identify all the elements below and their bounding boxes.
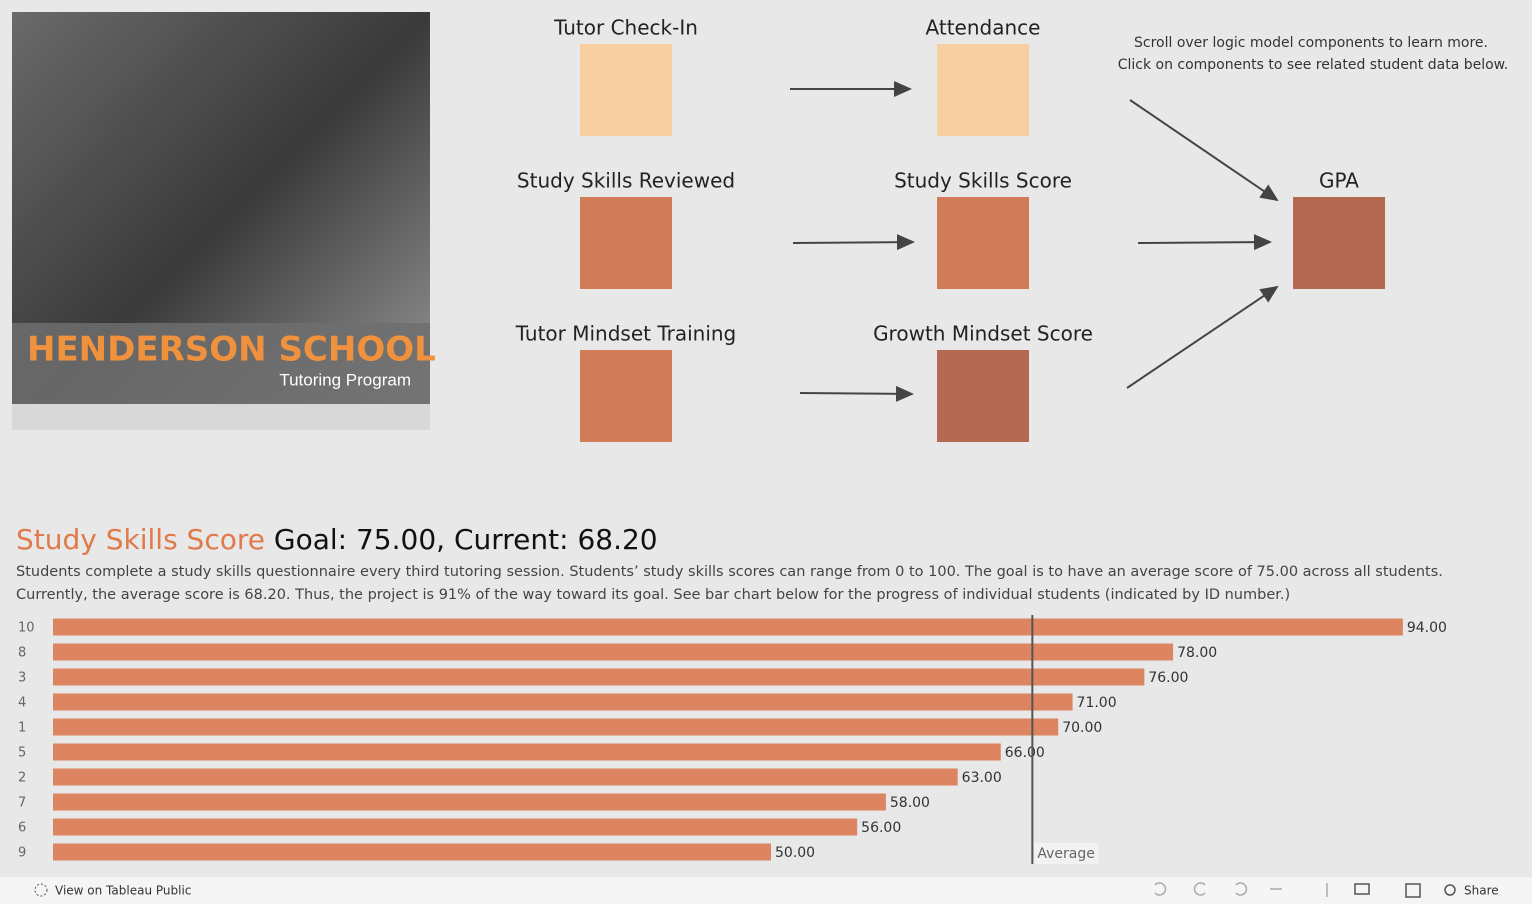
node-box[interactable] (580, 197, 672, 289)
node-box[interactable] (1293, 197, 1385, 289)
logic-node[interactable]: Growth Mindset Score (873, 322, 1093, 443)
node-label[interactable]: Tutor Check-In (553, 16, 698, 40)
toolbar-bg (0, 877, 1532, 904)
revert-icon[interactable] (1235, 882, 1248, 896)
node-label[interactable]: GPA (1319, 169, 1359, 193)
bar[interactable] (53, 768, 958, 786)
program-name: Tutoring Program (279, 370, 411, 389)
node-box[interactable] (580, 44, 672, 136)
goal-status: Goal: 75.00, Current: 68.20 (274, 523, 658, 556)
logic-node[interactable]: Tutor Check-In (553, 16, 698, 137)
logic-node[interactable]: Tutor Mindset Training (515, 322, 737, 443)
value-label: 63.00 (962, 770, 1002, 786)
value-label: 78.00 (1177, 645, 1217, 661)
node-box[interactable] (937, 350, 1029, 442)
fullscreen-icon[interactable] (1405, 883, 1421, 898)
value-label: 66.00 (1005, 745, 1045, 761)
toolbar: View on Tableau Public Share (0, 877, 1532, 904)
category-label: 10 (18, 621, 35, 636)
view-link[interactable]: View on Tableau Public (55, 884, 191, 898)
value-label: 58.00 (890, 795, 930, 811)
logic-node[interactable]: Study Skills Reviewed (517, 169, 735, 290)
node-label[interactable]: Tutor Mindset Training (515, 322, 737, 346)
instruction: Click on components to see related stude… (1118, 57, 1509, 73)
node-box[interactable] (937, 197, 1029, 289)
category-label: 2 (18, 771, 26, 786)
bar[interactable] (53, 843, 771, 861)
logic-node[interactable]: Attendance (926, 16, 1041, 137)
node-label[interactable]: Attendance (926, 16, 1041, 40)
description: Currently, the average score is 68.20. T… (16, 587, 1290, 603)
node-label[interactable]: Study Skills Score (894, 169, 1072, 193)
bar[interactable] (53, 643, 1174, 661)
arrow (792, 234, 915, 251)
instruction: Scroll over logic model components to le… (1134, 35, 1488, 51)
bar[interactable] (53, 718, 1059, 736)
metric-name: Study Skills Score (16, 523, 265, 556)
value-label: 50.00 (775, 845, 815, 861)
arrow (1137, 234, 1272, 251)
bar[interactable] (53, 743, 1001, 761)
bar[interactable] (53, 668, 1145, 686)
value-label: 94.00 (1407, 620, 1447, 636)
category-label: 3 (18, 671, 26, 686)
value-label: 76.00 (1148, 670, 1188, 686)
share-button[interactable]: Share (1464, 884, 1499, 898)
bar[interactable] (53, 618, 1403, 636)
photo-band (12, 323, 430, 404)
arrow (799, 385, 914, 402)
category-label: 6 (18, 821, 26, 836)
school-name: HENDERSON SCHOOL (27, 330, 436, 370)
undo-icon[interactable] (1154, 882, 1167, 896)
category-label: 8 (18, 646, 26, 661)
bar[interactable] (53, 793, 886, 811)
category-label: 9 (18, 846, 26, 861)
value-label: 71.00 (1077, 695, 1117, 711)
node-box[interactable] (580, 350, 672, 442)
share-icon[interactable] (1444, 884, 1456, 896)
bar[interactable] (53, 818, 858, 836)
logic-model: Scroll over logic model components to le… (515, 16, 1509, 443)
average-label: Average (1037, 846, 1095, 862)
category-label: 1 (18, 721, 26, 736)
tableau-icon (34, 883, 48, 897)
node-label[interactable]: Growth Mindset Score (873, 322, 1093, 346)
logic-node[interactable]: Study Skills Score (894, 169, 1072, 290)
description: Students complete a study skills questio… (16, 564, 1443, 580)
bar-chart: 10 94.00 8 78.00 3 76.00 4 71.00 1 70.00 5 66.00 2 63… (18, 615, 1447, 864)
arrow (1129, 99, 1279, 202)
header-image: HENDERSON SCHOOL Tutoring Program (12, 12, 436, 430)
category-label: 5 (18, 746, 26, 761)
photo-paper (12, 404, 430, 430)
node-label[interactable]: Study Skills Reviewed (517, 169, 735, 193)
toolbar-icons (1154, 882, 1328, 897)
node-box[interactable] (937, 44, 1029, 136)
bar[interactable] (53, 693, 1073, 711)
value-label: 70.00 (1062, 720, 1102, 736)
download-icon[interactable] (1354, 883, 1370, 895)
value-label: 56.00 (861, 820, 901, 836)
summary-title: Study Skills Score Goal: 75.00, Current:… (16, 523, 658, 556)
average-label-bg (1034, 843, 1099, 864)
category-label: 4 (18, 696, 26, 711)
logic-node[interactable]: GPA (1293, 169, 1385, 290)
arrow (1126, 285, 1279, 389)
redo-icon[interactable] (1193, 882, 1206, 896)
category-label: 7 (18, 796, 26, 811)
